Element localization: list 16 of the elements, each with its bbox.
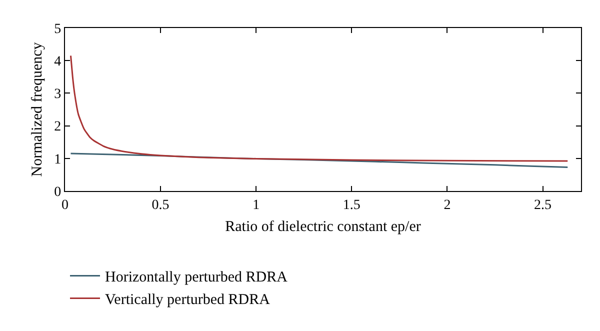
y-tick-label: 3	[54, 87, 62, 102]
x-tick-label: 1	[252, 198, 260, 213]
y-tick-label: 0	[54, 184, 62, 200]
x-axis-title: Ratio of dielectric constant ep/er	[225, 218, 421, 235]
x-tick-label: 2	[444, 198, 451, 213]
x-tick-label: 0.5	[152, 198, 170, 213]
x-tick-label: 2.5	[534, 198, 552, 213]
legend-label: Horizontally perturbed RDRA	[105, 270, 288, 286]
legend-label: Vertically perturbed RDRA	[105, 292, 270, 308]
y-tick-label: 2	[54, 120, 62, 135]
line-series	[70, 54, 568, 162]
y-tick-label: 4	[54, 54, 62, 70]
y-tick-label: 5	[54, 22, 62, 37]
x-tick-label: 1.5	[342, 198, 360, 213]
y-tick-label: 1	[54, 152, 62, 168]
y-axis-title: Normalized frequency	[29, 42, 46, 177]
